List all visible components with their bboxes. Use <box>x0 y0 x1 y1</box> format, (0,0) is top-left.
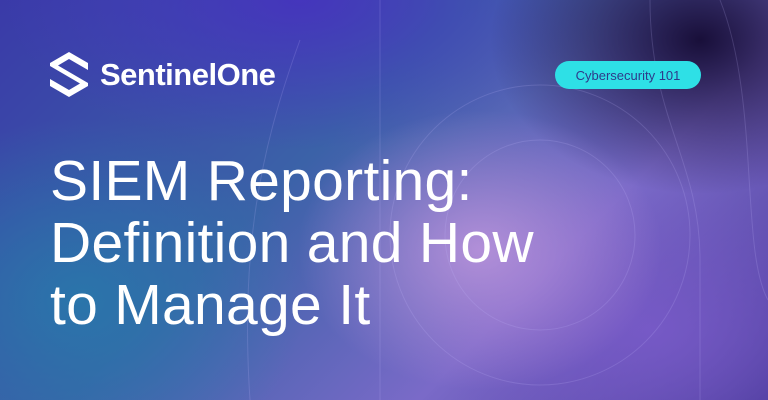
title-line: to Manage It <box>50 273 371 337</box>
article-title: SIEM Reporting: Definition and How to Ma… <box>50 150 534 336</box>
brand-logo: SentinelOne <box>50 52 276 97</box>
title-line: Definition and How <box>50 211 534 275</box>
sentinelone-logo-icon <box>50 52 88 97</box>
brand-name: SentinelOne <box>100 56 276 92</box>
title-line: SIEM Reporting: <box>50 149 473 213</box>
category-badge: Cybersecurity 101 <box>555 61 701 89</box>
